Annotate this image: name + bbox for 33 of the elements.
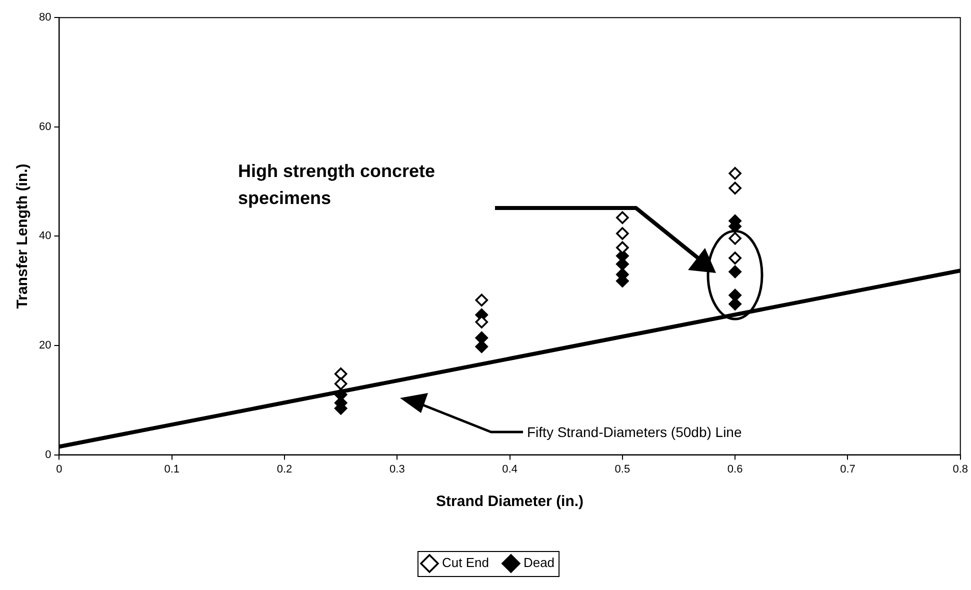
y-tick-label: 60 (38, 120, 52, 133)
y-tick-label: 40 (38, 230, 52, 242)
point (728, 182, 742, 195)
y-tick-label: 20 (38, 340, 52, 352)
annotation: High strength concrete specimens (238, 160, 436, 210)
point (334, 368, 348, 380)
legend-label: Dead (523, 555, 555, 570)
x-tick-label: 0.5 (614, 463, 630, 476)
point (475, 316, 488, 328)
x-tick-label: 0.2 (276, 463, 292, 476)
x-tick-label: 0.1 (164, 463, 180, 476)
x-tick-label: 0.6 (727, 463, 743, 476)
y-tick-label: 0 (45, 448, 52, 461)
x-tick-label: 0.7 (840, 463, 856, 476)
x-tick-label: 0.4 (502, 463, 518, 476)
annotation: Fifty Strand-Diameters (50db) Line (527, 424, 742, 440)
legend-label: Cut End (442, 555, 489, 570)
x-axis-title: Strand Diameter (in.) (436, 493, 584, 510)
y-tick-label: 80 (38, 12, 52, 24)
point (616, 227, 629, 240)
point (334, 377, 348, 390)
point (728, 166, 742, 180)
x-tick-label: 0.8 (952, 463, 968, 476)
x-tick-label: 0.3 (390, 463, 405, 476)
y-axis-title: Transfer Length (in.) (14, 164, 32, 309)
point (728, 288, 742, 302)
point (728, 265, 742, 278)
point (728, 252, 742, 264)
x-tick-label: 0 (56, 463, 62, 476)
point (728, 232, 742, 245)
point (475, 294, 488, 307)
point (616, 211, 629, 224)
point (475, 340, 488, 353)
